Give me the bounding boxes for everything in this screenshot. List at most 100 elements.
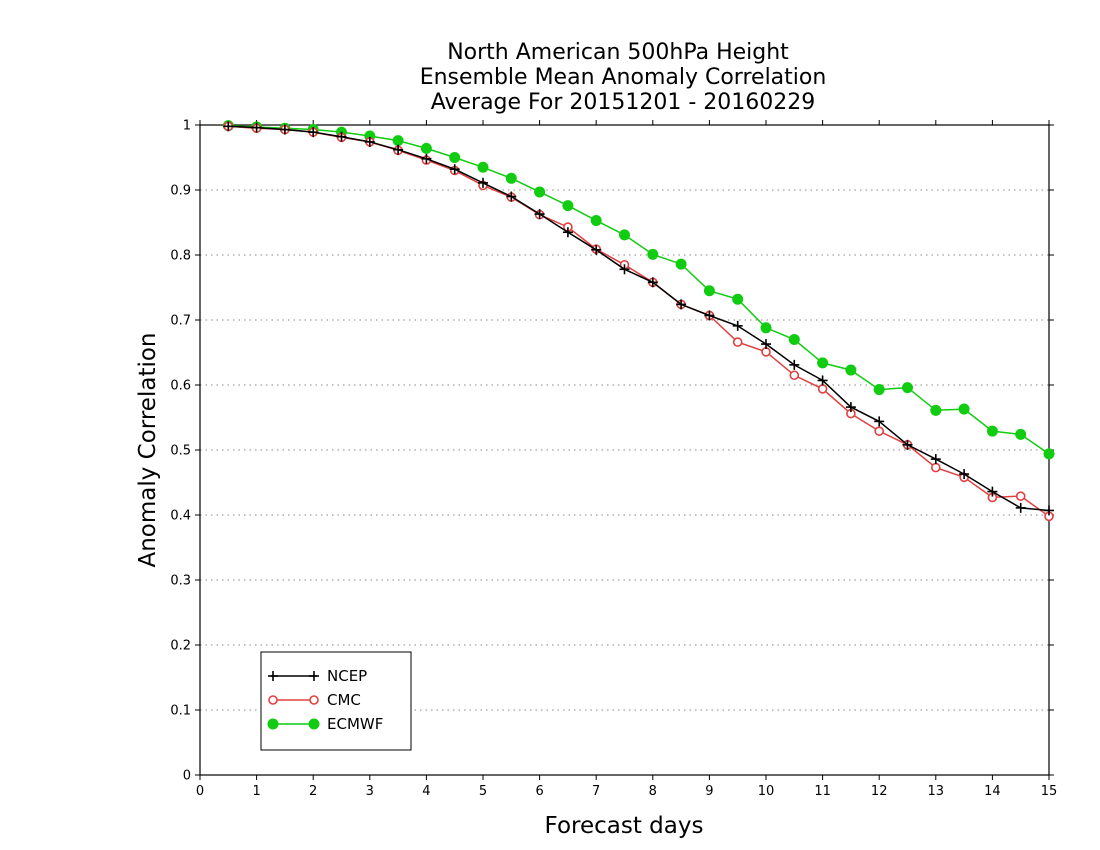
x-tick-label: 15 — [1041, 784, 1058, 799]
data-point-ncep — [732, 320, 743, 331]
data-point-ncep — [930, 454, 941, 465]
series-line-ecmwf — [228, 124, 1050, 455]
y-tick-label: 0.5 — [170, 444, 191, 459]
data-point-ncep — [987, 486, 998, 497]
x-tick-label: 6 — [535, 784, 543, 799]
data-point-cmc — [732, 337, 743, 347]
y-tick-label: 0 — [183, 769, 191, 784]
data-point-ncep — [279, 124, 290, 135]
data-point-ecmwf — [1043, 448, 1055, 460]
y-tick-label: 0.8 — [170, 249, 191, 264]
x-tick-label: 4 — [422, 784, 430, 799]
data-point-ecmwf — [647, 248, 659, 260]
data-point-ecmwf — [534, 186, 546, 198]
x-tick-label: 5 — [479, 784, 487, 799]
data-point-ncep — [591, 244, 602, 255]
y-tick-label: 0.2 — [170, 639, 191, 654]
data-point-cmc — [874, 426, 885, 436]
data-point-ncep — [1044, 505, 1054, 516]
legend-marker-start-ecmwf — [267, 718, 279, 730]
data-point-ncep — [817, 375, 828, 386]
y-tick-label: 0.7 — [170, 314, 191, 329]
legend-marker-start-ncep — [268, 671, 278, 681]
data-point-ecmwf — [505, 172, 517, 184]
series-ecmwf — [222, 120, 1055, 460]
data-point-ecmwf — [1015, 428, 1027, 440]
data-point-ecmwf — [760, 322, 772, 334]
data-point-ncep — [959, 469, 970, 480]
y-tick-label: 1 — [183, 119, 191, 134]
data-point-ecmwf — [902, 382, 913, 394]
data-point-ncep — [223, 121, 234, 132]
x-tick-label: 12 — [871, 784, 888, 799]
x-tick-label: 10 — [758, 784, 775, 799]
data-point-ncep — [676, 299, 687, 310]
data-point-ncep — [704, 310, 715, 321]
data-point-ncep — [789, 359, 800, 370]
axis-ticks: 00.10.20.30.40.50.60.70.80.910 1 2 3 4 5 6 7 8 9 1… — [170, 119, 1057, 800]
y-tick-label: 0.9 — [170, 184, 191, 199]
y-axis-title: Anomaly Correlation — [135, 332, 161, 567]
data-point-ecmwf — [392, 135, 404, 147]
data-point-ecmwf — [619, 229, 630, 241]
x-axis-title: Forecast days — [545, 813, 704, 839]
legend-label-ncep: NCEP — [327, 667, 367, 685]
data-point-cmc — [1015, 491, 1026, 501]
data-point-ecmwf — [986, 425, 998, 437]
legend-item-cmc: CMC — [268, 691, 361, 709]
legend-marker-start-cmc — [268, 695, 278, 705]
data-point-ncep — [308, 127, 319, 138]
legend-label-ecmwf: ECMWF — [327, 715, 383, 733]
data-point-ncep — [393, 144, 404, 155]
legend-marker-end-cmc — [309, 695, 319, 705]
chart-title-line-2: Ensemble Mean Anomaly Correlation — [420, 65, 827, 90]
data-point-ecmwf — [477, 161, 489, 173]
x-tick-label: 2 — [309, 784, 317, 799]
chart-title: North American 500hPa Height Ensemble Me… — [420, 40, 827, 115]
data-point-ecmwf — [675, 258, 687, 270]
data-point-ncep — [478, 177, 488, 188]
data-point-ecmwf — [817, 357, 829, 369]
data-point-ncep — [364, 136, 375, 147]
data-point-ecmwf — [590, 215, 602, 227]
x-tick-label: 0 — [196, 784, 204, 799]
series-line-cmc — [228, 125, 1050, 517]
series-ncep — [223, 121, 1054, 516]
x-tick-label: 9 — [705, 784, 713, 799]
series-lines — [222, 120, 1055, 522]
legend-item-ncep: NCEP — [268, 667, 367, 685]
chart-title-line-1: North American 500hPa Height — [447, 40, 789, 65]
data-point-cmc — [789, 370, 800, 381]
chart-title-line-3: Average For 20151201 - 20160229 — [431, 90, 816, 115]
legend-marker-end-ecmwf — [308, 718, 320, 730]
data-point-cmc — [817, 384, 828, 394]
data-point-ncep — [449, 164, 460, 175]
data-point-ecmwf — [732, 293, 744, 305]
data-point-ecmwf — [958, 403, 970, 415]
data-point-ncep — [534, 209, 545, 220]
data-point-ncep — [845, 402, 856, 413]
legend-label-cmc: CMC — [327, 691, 361, 709]
data-point-ecmwf — [788, 334, 800, 345]
x-tick-label: 13 — [928, 784, 945, 799]
y-tick-label: 0.1 — [170, 704, 191, 719]
data-point-ncep — [874, 416, 885, 427]
series-line-ncep — [228, 125, 1050, 512]
data-point-ecmwf — [873, 384, 885, 396]
data-point-ncep — [421, 153, 432, 164]
data-point-ncep — [562, 227, 573, 238]
data-point-ecmwf — [845, 364, 857, 376]
data-point-ecmwf — [930, 404, 942, 416]
series-cmc — [223, 121, 1054, 522]
legend-items: NCEP CMC ECMWF — [267, 667, 383, 733]
y-tick-label: 0.3 — [170, 574, 191, 589]
y-tick-label: 0.4 — [170, 509, 191, 524]
data-point-ncep — [506, 191, 517, 202]
data-point-ncep — [902, 439, 913, 450]
data-point-ncep — [1015, 502, 1026, 513]
legend-box — [260, 651, 412, 751]
x-tick-label: 14 — [984, 784, 1001, 799]
x-tick-label: 11 — [814, 784, 831, 799]
data-point-ecmwf — [420, 142, 432, 154]
